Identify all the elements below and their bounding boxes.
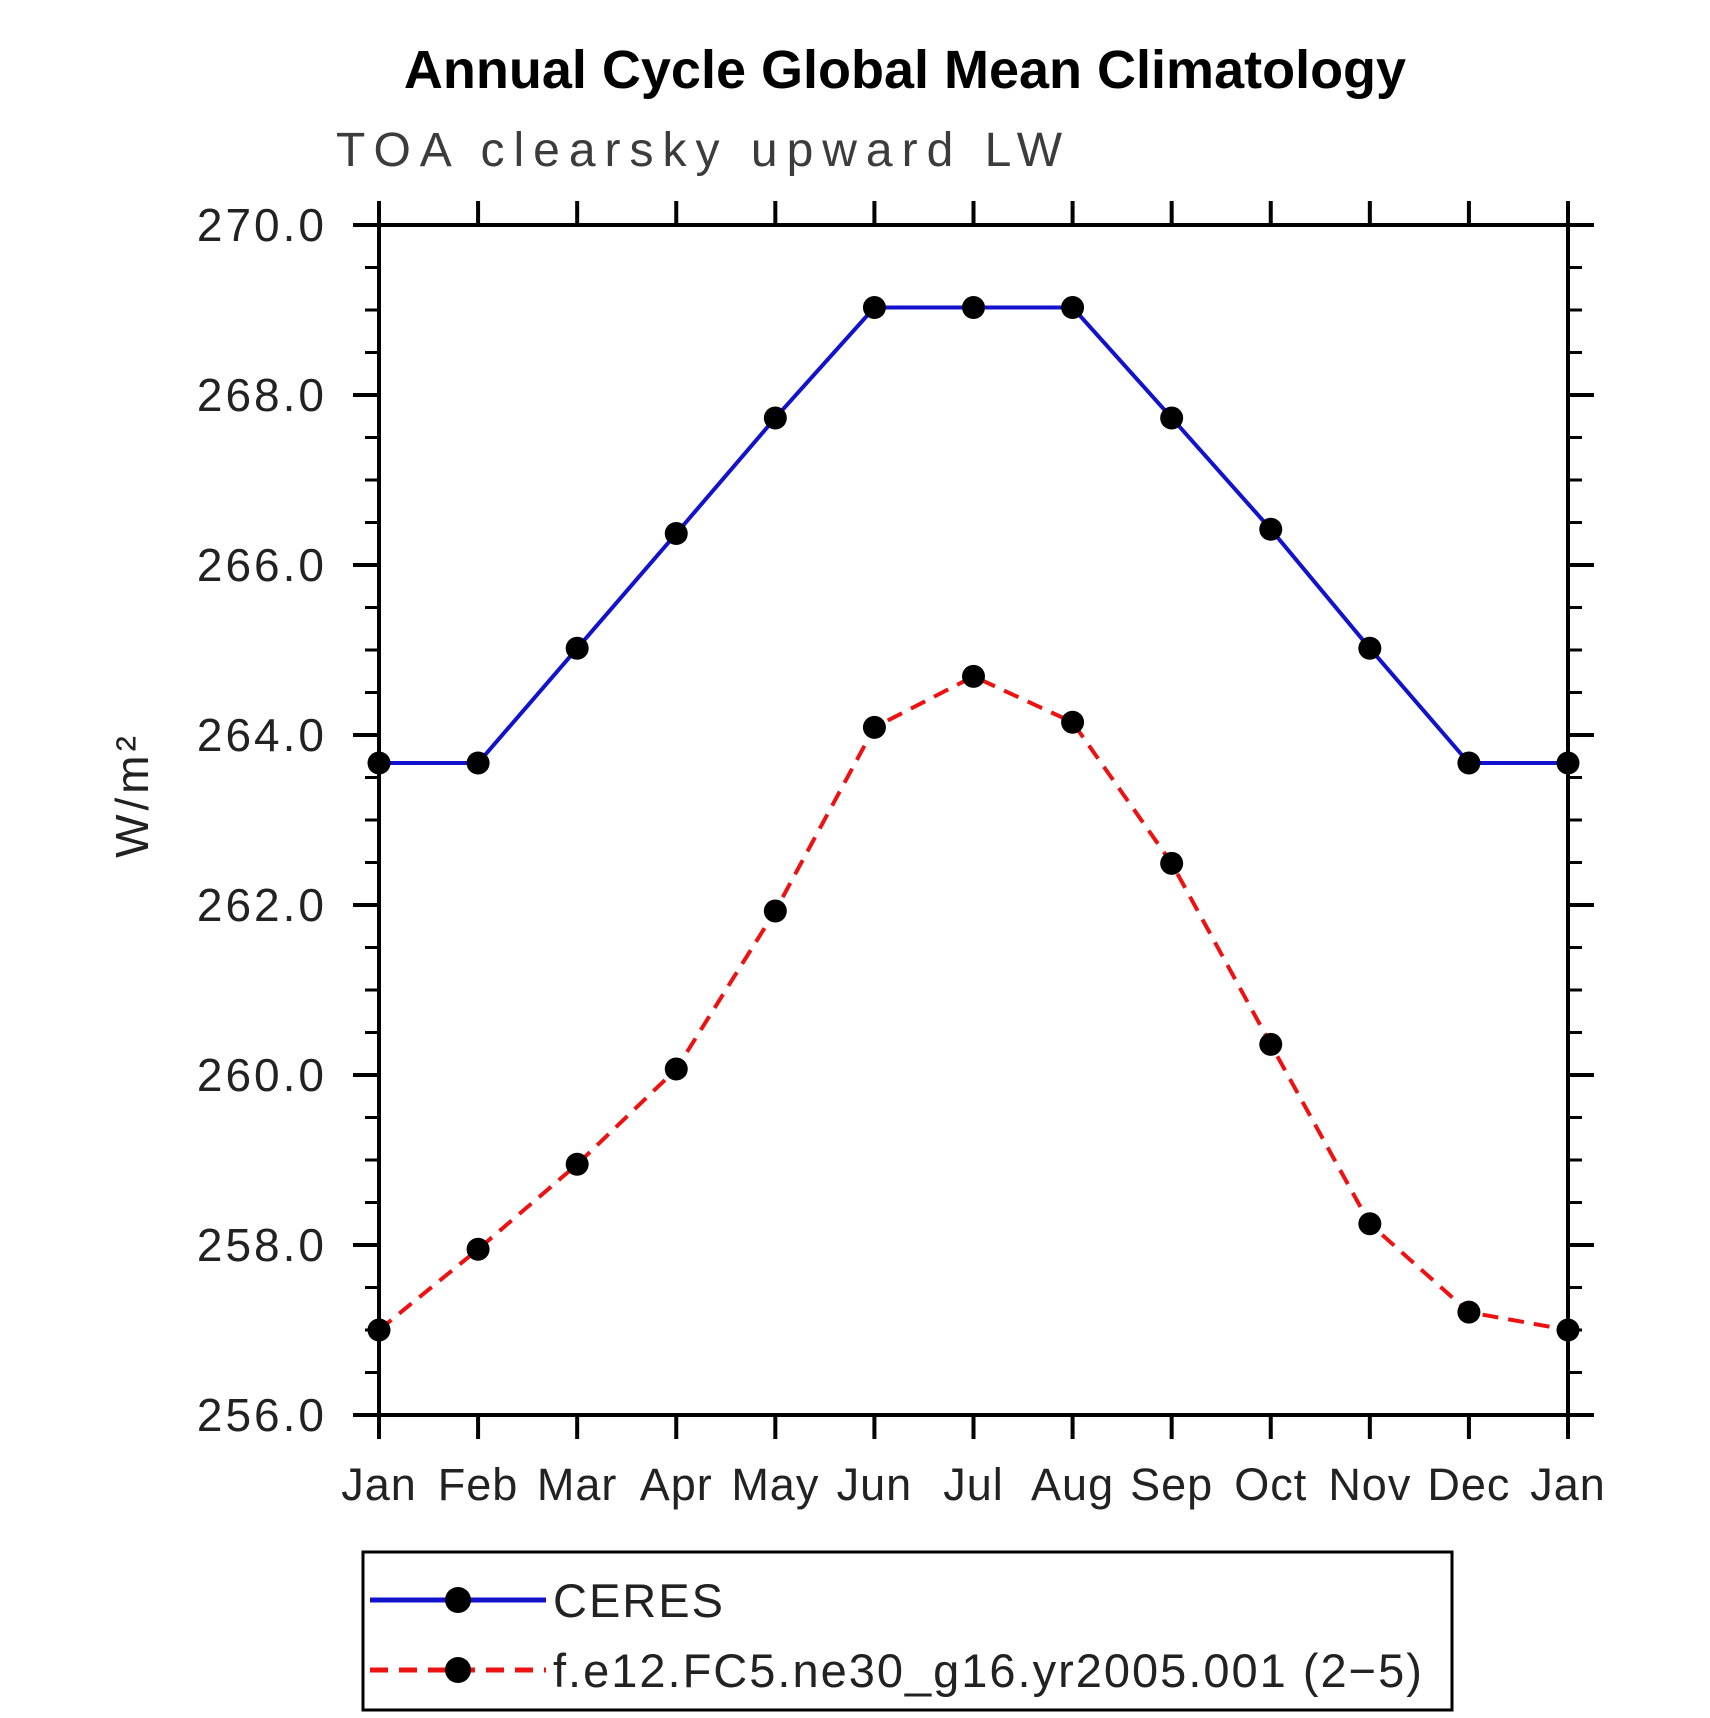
data-point-1: [763, 899, 787, 923]
month-label: Feb: [438, 1459, 519, 1510]
legend-box: [361, 1550, 1454, 1712]
data-point-1: [1556, 1318, 1580, 1342]
month-label: Jul: [943, 1459, 1004, 1510]
y-tick-label: 270.0: [197, 199, 327, 251]
data-point-1: [1061, 710, 1085, 734]
data-point-0: [1556, 751, 1580, 775]
month-label: Aug: [1031, 1459, 1114, 1510]
month-label: May: [731, 1459, 819, 1510]
data-point-0: [1358, 636, 1382, 660]
plot-area: 256.0 258.0 260.0 262.0 264.0 266.0 268.0 270.0…: [197, 199, 1606, 1510]
data-point-1: [1259, 1032, 1283, 1056]
chart-subtitle: TOA clearsky upward LW: [336, 124, 1071, 177]
legend-sample-marker-0: [445, 1587, 471, 1613]
legend-label-1: f.e12.FC5.ne30_g16.yr2005.001 (2−5): [553, 1644, 1424, 1697]
data-point-1: [1457, 1300, 1481, 1324]
data-point-0: [466, 751, 490, 775]
y-tick-label: 260.0: [197, 1049, 327, 1101]
data-point-1: [367, 1318, 391, 1342]
y-tick-label: 266.0: [197, 539, 327, 591]
data-point-0: [1457, 751, 1481, 775]
data-point-0: [565, 636, 589, 660]
series-line-1: [377, 674, 1569, 1332]
month-label: Nov: [1328, 1459, 1411, 1510]
y-axis-label: W/m²: [106, 732, 158, 858]
legend-sample-marker-1: [445, 1657, 471, 1683]
y-tick-label: 262.0: [197, 879, 327, 931]
data-point-0: [367, 751, 391, 775]
y-tick-label: 258.0: [197, 1219, 327, 1271]
data-point-1: [1358, 1212, 1382, 1236]
data-point-1: [962, 664, 985, 688]
month-label: Sep: [1130, 1459, 1213, 1510]
series-line-0: [379, 305, 1568, 765]
y-tick-label: 264.0: [197, 709, 327, 761]
data-point-1: [862, 715, 886, 739]
data-point-0: [1259, 517, 1283, 541]
y-tick-label: 256.0: [197, 1389, 327, 1441]
data-point-1: [565, 1152, 589, 1176]
data-point-0: [1160, 406, 1184, 430]
data-point-1: [664, 1057, 688, 1081]
plot-frame: [377, 223, 1570, 1417]
month-label: Oct: [1234, 1459, 1307, 1510]
data-point-1: [1160, 851, 1184, 875]
month-label: Jun: [837, 1459, 913, 1510]
month-label: Mar: [537, 1459, 618, 1510]
y-tick-label: 268.0: [197, 369, 327, 421]
month-label: Jan: [1530, 1459, 1606, 1510]
data-point-0: [1061, 295, 1085, 319]
chart-title: Annual Cycle Global Mean Climatology: [404, 40, 1406, 100]
data-point-0: [664, 522, 688, 546]
data-point-1: [466, 1237, 490, 1261]
data-point-0: [862, 295, 886, 319]
data-point-0: [763, 406, 787, 430]
month-label: Dec: [1427, 1459, 1510, 1510]
month-label: Jan: [341, 1459, 417, 1510]
legend: CERES f.e12.FC5.ne30_g16.yr2005.001 (2−5): [361, 1550, 1454, 1712]
legend-label-0: CERES: [553, 1574, 725, 1627]
month-label: Apr: [640, 1459, 713, 1510]
data-point-0: [962, 295, 985, 319]
